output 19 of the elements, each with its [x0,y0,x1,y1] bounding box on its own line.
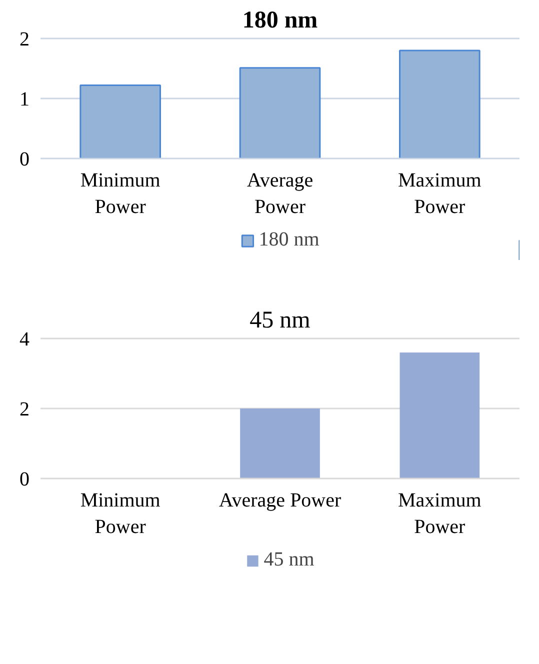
x-tick-label: Maximum Power [398,490,482,538]
y-tick-label: 2 [20,398,30,420]
y-tick-label: 2 [20,28,30,50]
bar [399,50,480,158]
chart-title: 180 nm [242,8,318,34]
y-tick-label: 4 [20,328,30,350]
x-tick-label: Average Power [218,490,342,512]
y-tick-label: 0 [20,468,30,490]
x-tick-label: Minimum Power [80,490,161,538]
y-tick-label: 1 [20,88,30,110]
legend-label: 45 nm [264,548,314,572]
x-tick-label: Maximum Power [398,170,482,218]
bar [80,84,161,158]
legend-label: 180 nm [258,228,320,252]
x-tick-label: Average Power [246,170,314,218]
x-tick-label: Minimum Power [80,170,161,218]
bar [239,67,321,158]
y-tick-label: 0 [20,148,30,170]
chart-title: 45 nm [250,308,311,334]
